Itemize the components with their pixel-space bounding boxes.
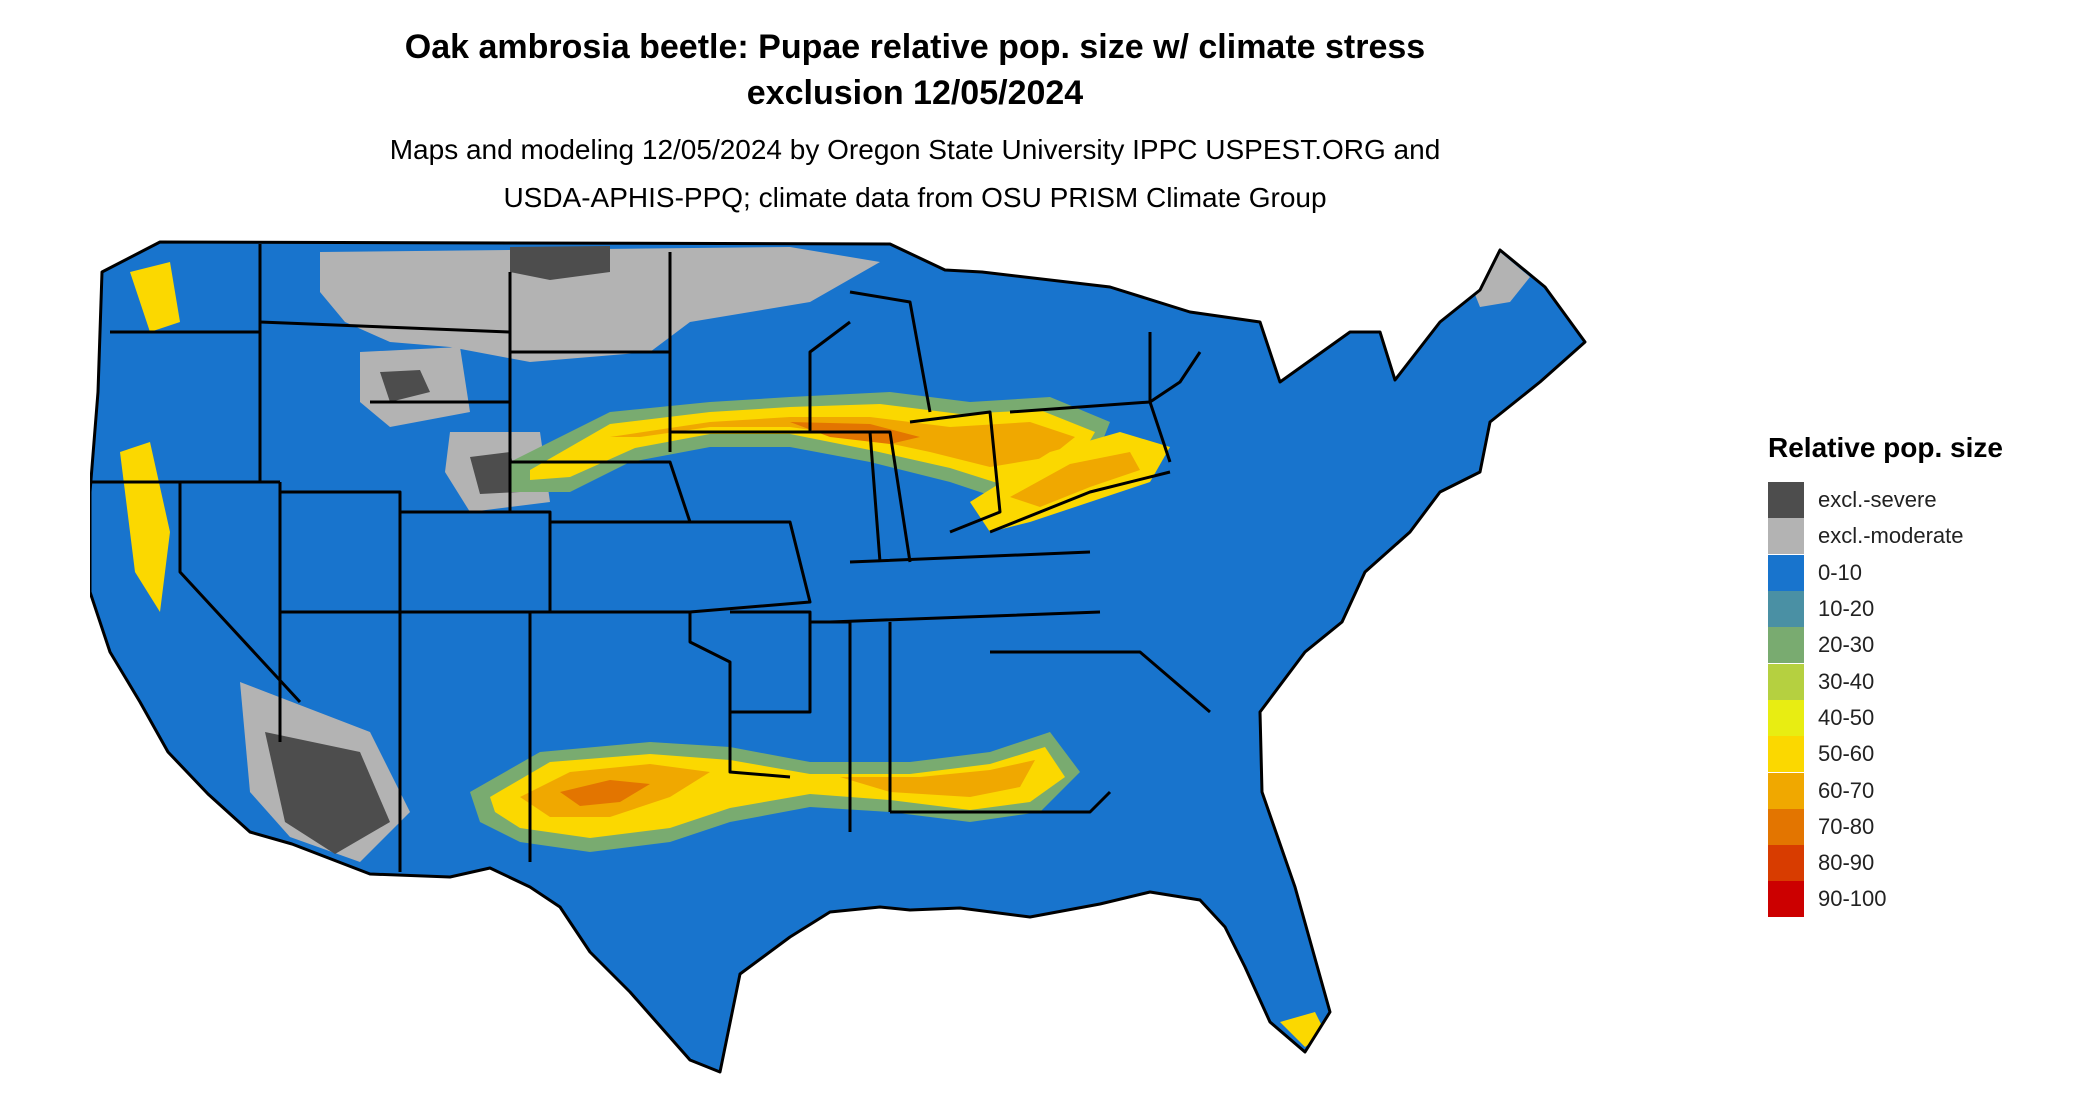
legend-swatch [1768, 845, 1804, 882]
excl-severe-north [510, 246, 610, 280]
border-ut [280, 490, 402, 614]
map-subtitle: Maps and modeling 12/05/2024 by Oregon S… [250, 126, 1580, 222]
map-title: Oak ambrosia beetle: Pupae relative pop.… [250, 24, 1580, 116]
legend-item-70-80: 70-80 [1768, 808, 2088, 845]
excl-moderate-north [320, 247, 880, 362]
legend-items: excl.-severe excl.-moderate 0-10 10-20 2… [1768, 482, 2088, 918]
band-central-high [610, 417, 1075, 467]
legend-swatch [1768, 627, 1804, 664]
legend-label: 80-90 [1818, 850, 1875, 876]
excl-moderate-maine [1470, 252, 1530, 307]
legend-swatch [1768, 881, 1804, 918]
band-south-core [560, 780, 650, 806]
legend-item-excl-moderate: excl.-moderate [1768, 518, 2088, 555]
legend-label: excl.-moderate [1818, 523, 1964, 549]
legend-swatch [1768, 554, 1804, 591]
border-ky-tn [829, 550, 1101, 624]
legend-label: 30-40 [1818, 668, 1875, 694]
legend-swatch [1768, 772, 1804, 809]
legend-label: excl.-severe [1818, 487, 1937, 513]
excl-severe-wyoming [380, 370, 430, 402]
border-sc-nc [990, 650, 1211, 714]
border-ok-tx [530, 610, 732, 762]
border-oh [909, 410, 1002, 534]
legend-label: 50-60 [1818, 741, 1875, 767]
us-map [90, 240, 1587, 1074]
legend-item-90-100: 90-100 [1768, 881, 2088, 918]
legend-item-60-70: 60-70 [1768, 772, 2088, 809]
legend-label: 70-80 [1818, 813, 1875, 839]
legend-label: 20-30 [1818, 632, 1875, 658]
border-ny-ne [1148, 332, 1202, 404]
legend-item-excl-severe: excl.-severe [1768, 482, 2088, 519]
legend-swatch [1768, 518, 1804, 555]
legend-label: 0-10 [1818, 559, 1863, 585]
legend-item-0-10: 0-10 [1768, 554, 2088, 591]
state-borders [90, 240, 1587, 1074]
excl-severe-colorado [470, 452, 520, 494]
border-co [400, 510, 552, 614]
legend-swatch [1768, 808, 1804, 845]
band-washington [130, 262, 180, 332]
us-outline [90, 240, 1587, 1074]
border-mn-ia [670, 320, 851, 434]
legend-label: 90-100 [1818, 886, 1887, 912]
legend-label: 10-20 [1818, 596, 1875, 622]
border-mo [689, 520, 812, 614]
legend-item-20-30: 20-30 [1768, 627, 2088, 664]
border-ca-nv [178, 482, 302, 704]
border-ga-fl [890, 790, 1112, 814]
border-il-in [810, 430, 912, 563]
border-ne-ks [510, 460, 692, 524]
legend-item-40-50: 40-50 [1768, 699, 2088, 736]
legend-swatch [1768, 699, 1804, 736]
subtitle-line-1: Maps and modeling 12/05/2024 by Oregon S… [389, 134, 1441, 165]
legend-item-30-40: 30-40 [1768, 663, 2088, 700]
title-line-2: exclusion 12/05/2024 [746, 74, 1084, 112]
legend-swatch [1768, 663, 1804, 700]
band-appalachian-core [1010, 452, 1140, 507]
legend-swatch [1768, 736, 1804, 773]
border-michigan [849, 290, 932, 413]
legend-item-10-20: 10-20 [1768, 591, 2088, 628]
band-west-coast [120, 442, 170, 612]
legend-label: 40-50 [1818, 704, 1875, 730]
title-line-1: Oak ambrosia beetle: Pupae relative pop.… [404, 28, 1426, 66]
border-va-wv [989, 470, 1171, 534]
subtitle-line-2: USDA-APHIS-PPQ; climate data from OSU PR… [503, 182, 1327, 213]
border-ar-la [728, 610, 812, 779]
legend-swatch [1768, 482, 1804, 519]
border-dakotas [508, 252, 672, 512]
legend-item-80-90: 80-90 [1768, 845, 2088, 882]
legend-title: Relative pop. size [1768, 432, 2003, 463]
legend-item-50-60: 50-60 [1768, 736, 2088, 773]
legend-swatch [1768, 591, 1804, 628]
excl-severe-southwest [265, 732, 390, 854]
legend: Relative pop. size excl.-severe excl.-mo… [1768, 432, 2088, 918]
legend-label: 60-70 [1818, 777, 1875, 803]
